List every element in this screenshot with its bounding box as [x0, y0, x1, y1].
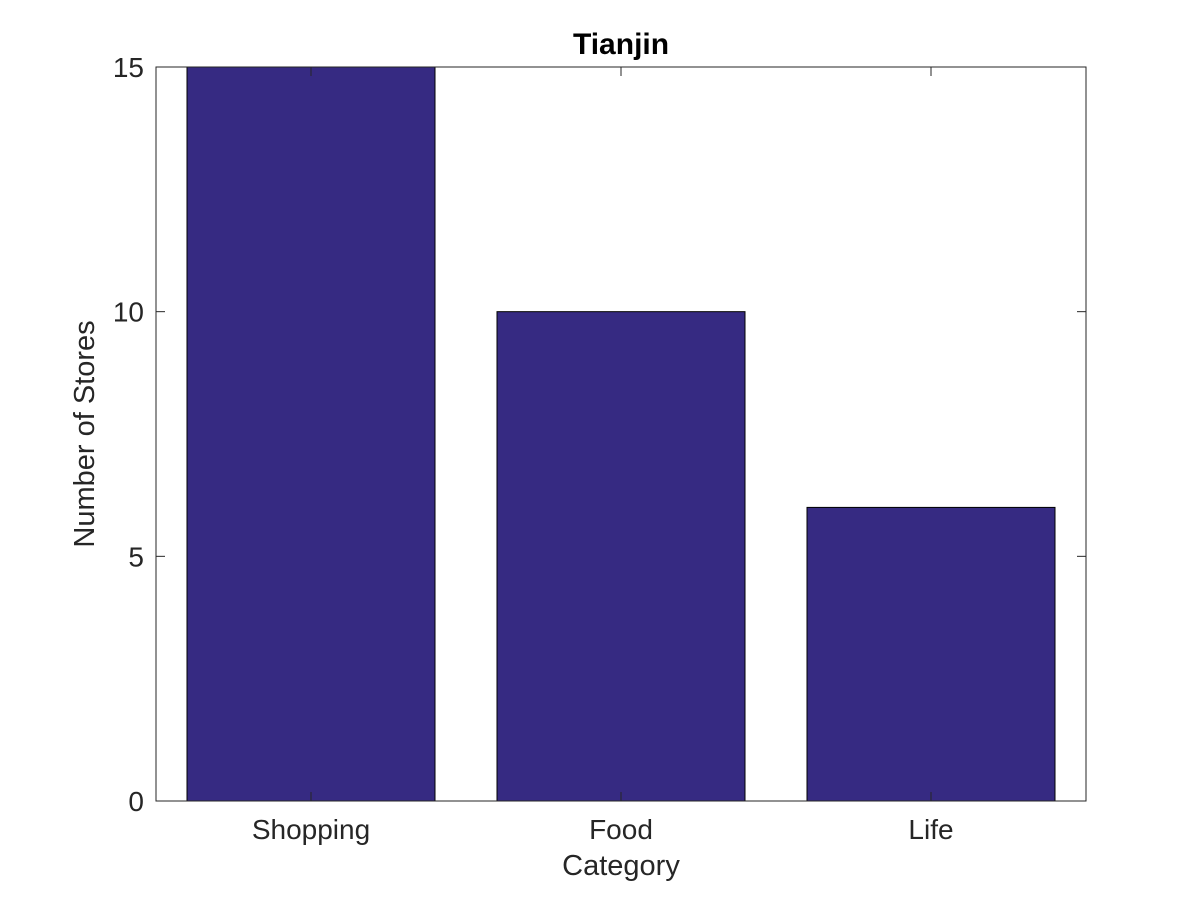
chart-title: Tianjin — [573, 28, 669, 61]
y-tick-label: 5 — [128, 541, 144, 572]
bar-life — [806, 506, 1056, 802]
y-tick-label: 0 — [128, 786, 144, 817]
bar-food — [496, 311, 746, 802]
y-tick-label: 15 — [113, 52, 144, 83]
x-axis-label: Category — [562, 850, 680, 882]
bar-shopping — [186, 66, 436, 802]
x-tick-label: Shopping — [252, 814, 370, 845]
ticks-group: Shopping Food Life 0 5 10 15 — [113, 52, 1086, 845]
bars-group — [186, 66, 1056, 802]
y-tick-label: 10 — [113, 297, 144, 328]
y-axis-label: Number of Stores — [69, 320, 101, 547]
x-tick-label: Life — [908, 814, 953, 845]
x-tick-label: Food — [589, 814, 653, 845]
